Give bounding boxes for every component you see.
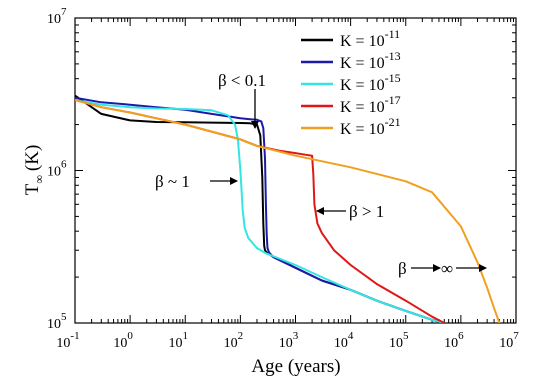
legend-label: K = 10-11 xyxy=(340,27,400,50)
legend-label: K = 10-13 xyxy=(340,49,401,72)
annotation-beta-sim-1: β ~ 1 xyxy=(155,172,190,191)
infinity-symbol: ∞ xyxy=(441,259,453,278)
axis-ticks xyxy=(74,17,517,324)
series-line-4 xyxy=(75,99,501,323)
annotation-beta-infinity: β xyxy=(398,259,407,278)
series-line-0 xyxy=(75,94,445,323)
x-tick-label: 102 xyxy=(224,330,244,351)
x-tick-label: 10-1 xyxy=(56,330,79,351)
y-tick-label: 106 xyxy=(47,159,67,180)
x-tick-label: 100 xyxy=(113,330,133,351)
svg-text:T∞(K): T∞ (K) xyxy=(22,145,46,196)
y-axis-label: T∞ (K) xyxy=(22,145,46,196)
series-lines xyxy=(75,94,501,323)
y-tick-label: 107 xyxy=(47,6,67,27)
x-tick-label: 103 xyxy=(279,330,299,351)
x-tick-label: 101 xyxy=(169,330,189,351)
legend-label: K = 10-17 xyxy=(340,93,401,116)
y-axis-symbol: T xyxy=(22,183,43,195)
y-axis-unit: (K) xyxy=(22,145,43,171)
legend-label: K = 10-21 xyxy=(340,115,401,138)
annotation-beta-lt-0-1: β < 0.1 xyxy=(218,71,266,90)
y-tick-labels: 105 106 107 xyxy=(47,6,67,332)
series-line-2 xyxy=(75,99,445,323)
annotations: β < 0.1 β ~ 1 β > 1 β ∞ xyxy=(155,71,487,278)
x-tick-label: 105 xyxy=(389,330,409,351)
y-axis-subscript: ∞ xyxy=(32,175,46,184)
annotation-beta-gt-1: β > 1 xyxy=(349,202,384,221)
x-tick-label: 107 xyxy=(499,330,519,351)
x-tick-label: 104 xyxy=(334,330,354,351)
x-tick-labels: 10-1 100 101 102 103 104 105 106 107 xyxy=(56,330,519,351)
x-axis-label: Age (years) xyxy=(251,356,340,377)
legend: K = 10-11K = 10-13K = 10-15K = 10-17K = … xyxy=(301,27,401,138)
legend-label: K = 10-15 xyxy=(340,71,401,94)
y-tick-label: 105 xyxy=(47,311,67,332)
x-tick-label: 106 xyxy=(444,330,464,351)
